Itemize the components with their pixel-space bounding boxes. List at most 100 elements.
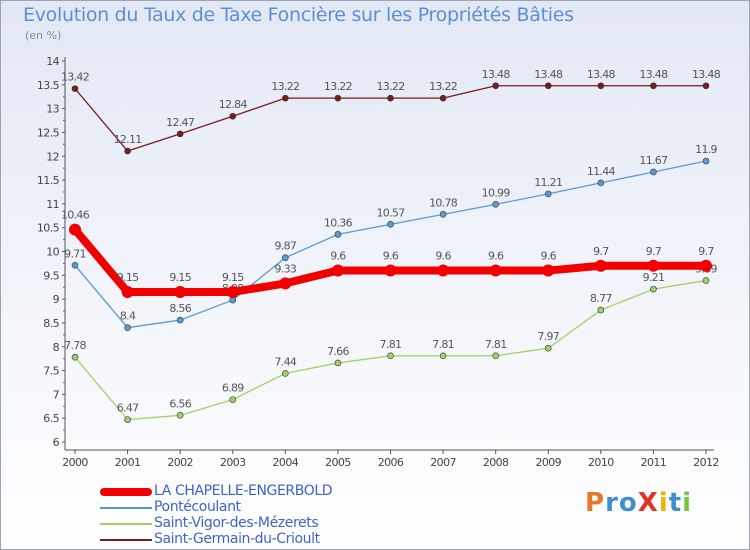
data-label: 9.7 bbox=[698, 245, 714, 258]
legend-item: Saint-Vigor-des-Mézerets bbox=[100, 515, 400, 532]
data-point bbox=[176, 130, 184, 138]
data-point bbox=[71, 85, 79, 92]
y-tick-label: 11 bbox=[46, 198, 59, 211]
data-label: 6.56 bbox=[169, 397, 191, 410]
data-label: 7.81 bbox=[432, 338, 454, 351]
data-label: 13.48 bbox=[534, 68, 563, 81]
y-tick-label: 12.5 bbox=[37, 126, 60, 139]
data-label: 10.36 bbox=[324, 216, 353, 229]
y-tick-label: 10.5 bbox=[37, 222, 60, 235]
x-tick-label: 2010 bbox=[588, 456, 614, 469]
data-point bbox=[229, 112, 237, 120]
data-point bbox=[176, 412, 184, 419]
data-point bbox=[71, 353, 79, 361]
data-point bbox=[174, 285, 187, 298]
y-tick-label: 14 bbox=[46, 55, 59, 68]
data-point bbox=[282, 370, 289, 377]
data-label: 9.15 bbox=[222, 271, 244, 284]
data-point bbox=[282, 94, 289, 102]
data-label: 13.22 bbox=[324, 80, 352, 93]
data-point bbox=[650, 168, 657, 176]
data-label: 8.77 bbox=[590, 292, 612, 305]
data-label: 11.67 bbox=[639, 154, 668, 167]
legend-item: Pontécoulant bbox=[100, 499, 400, 516]
chart-title: Evolution du Taux de Taxe Foncière sur l… bbox=[23, 4, 574, 26]
data-label: 10.57 bbox=[377, 206, 406, 219]
y-tick-label: 13 bbox=[46, 103, 59, 116]
data-label: 10.99 bbox=[482, 186, 511, 199]
x-tick-label: 2000 bbox=[62, 456, 88, 469]
data-point bbox=[489, 264, 502, 277]
legend-swatch bbox=[100, 507, 152, 509]
y-tick-label: 9 bbox=[53, 293, 60, 306]
data-point bbox=[439, 211, 447, 218]
data-label: 13.22 bbox=[271, 80, 299, 93]
y-tick-label: 6 bbox=[53, 436, 60, 449]
data-label: 9.7 bbox=[593, 245, 609, 258]
data-label: 12.84 bbox=[219, 98, 248, 111]
data-label: 10.78 bbox=[429, 196, 458, 209]
data-label: 9.7 bbox=[646, 245, 662, 258]
legend-label: Saint-Germain-du-Crioult bbox=[154, 531, 320, 547]
legend-label: Pontécoulant bbox=[154, 499, 241, 515]
data-label: 7.97 bbox=[537, 330, 559, 343]
x-tick-label: 2003 bbox=[220, 456, 246, 469]
data-label: 7.81 bbox=[485, 338, 507, 351]
data-point bbox=[702, 157, 710, 165]
legend-swatch bbox=[100, 523, 152, 525]
data-point bbox=[124, 416, 131, 423]
data-label: 13.48 bbox=[482, 68, 511, 81]
chart-legend: LA CHAPELLE-ENGERBOLD Pontécoulant Saint-V… bbox=[100, 483, 400, 548]
y-tick-label: 8.5 bbox=[43, 317, 59, 330]
data-label: 6.47 bbox=[117, 402, 139, 415]
data-label: 7.78 bbox=[64, 339, 86, 352]
data-point bbox=[700, 259, 712, 272]
data-point bbox=[594, 259, 607, 272]
x-tick-label: 2012 bbox=[693, 456, 719, 469]
data-point bbox=[597, 306, 605, 314]
data-point bbox=[597, 179, 605, 187]
data-point bbox=[71, 262, 79, 269]
data-label: 12.11 bbox=[114, 133, 142, 146]
data-point bbox=[492, 201, 499, 208]
data-label: 9.71 bbox=[64, 247, 86, 260]
data-label: 9.6 bbox=[435, 250, 451, 263]
x-tick-label: 2004 bbox=[273, 456, 299, 469]
x-tick-label: 2006 bbox=[378, 456, 404, 469]
y-tick-label: 6.5 bbox=[43, 412, 59, 425]
y-tick-label: 13.5 bbox=[37, 79, 60, 92]
data-label: 11.44 bbox=[587, 165, 616, 178]
data-point bbox=[647, 259, 660, 272]
data-label: 9.15 bbox=[169, 271, 191, 284]
data-label: 13.22 bbox=[377, 80, 405, 93]
x-tick-label: 2007 bbox=[430, 456, 456, 469]
data-label: 9.87 bbox=[274, 240, 296, 253]
x-tick-label: 2009 bbox=[535, 456, 561, 469]
x-tick-label: 2002 bbox=[167, 456, 193, 469]
data-point bbox=[702, 277, 710, 284]
data-point bbox=[124, 147, 131, 155]
data-label: 7.66 bbox=[327, 345, 349, 358]
data-point bbox=[702, 82, 710, 90]
logo-letter: P bbox=[585, 488, 606, 518]
data-label: 9.21 bbox=[643, 271, 665, 284]
legend-swatch bbox=[100, 488, 152, 496]
data-label: 13.48 bbox=[692, 68, 721, 81]
y-tick-label: 11.5 bbox=[37, 174, 60, 187]
legend-item: LA CHAPELLE-ENGERBOLD bbox=[100, 483, 400, 500]
data-point bbox=[437, 264, 450, 277]
data-label: 13.22 bbox=[429, 80, 457, 93]
data-point bbox=[542, 264, 555, 277]
data-point bbox=[387, 221, 394, 228]
logo-letter: X bbox=[637, 488, 659, 518]
data-point bbox=[387, 94, 394, 102]
data-point bbox=[650, 82, 657, 90]
data-point bbox=[282, 254, 289, 261]
data-point bbox=[384, 264, 397, 277]
y-tick-label: 9.5 bbox=[43, 269, 59, 282]
data-point bbox=[650, 285, 657, 293]
x-tick-label: 2005 bbox=[325, 456, 351, 469]
data-label: 9.15 bbox=[117, 271, 139, 284]
data-point bbox=[597, 82, 605, 90]
data-label: 13.48 bbox=[587, 68, 616, 81]
